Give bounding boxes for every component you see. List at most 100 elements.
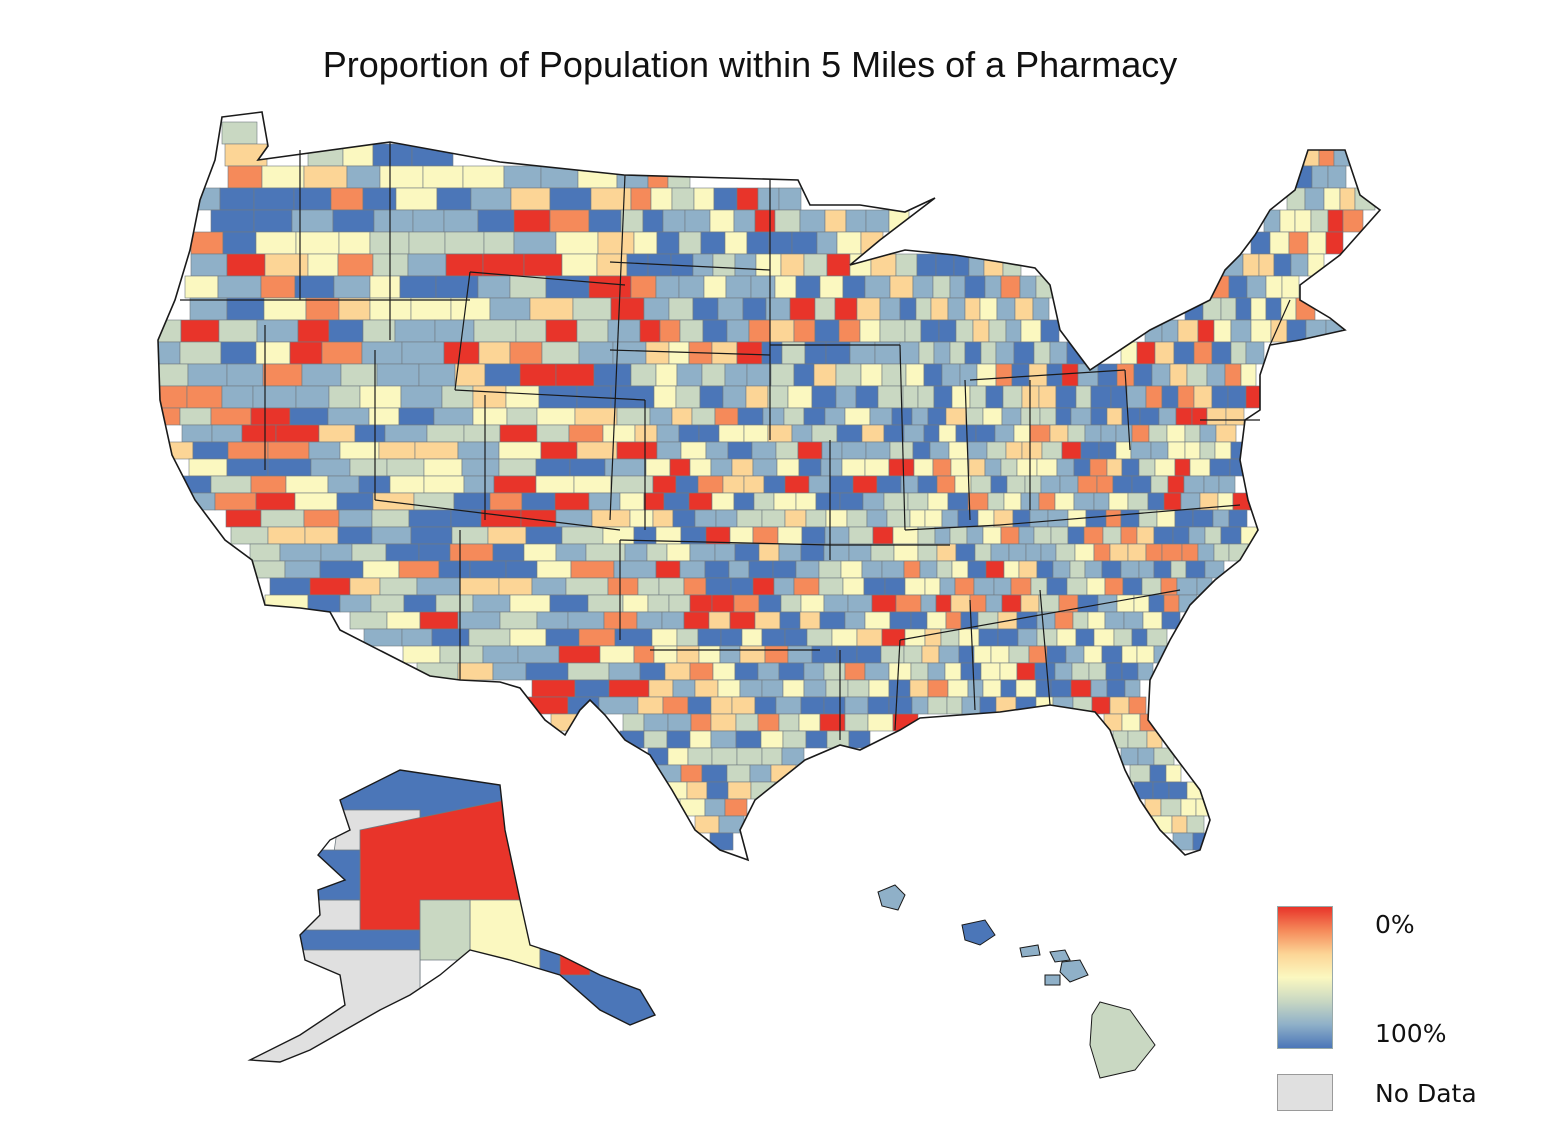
county-cell — [1145, 543, 1163, 562]
county-cell — [655, 764, 682, 783]
county-cell — [844, 713, 869, 732]
county-cell — [321, 341, 363, 365]
county-cell — [158, 385, 188, 409]
county-cell — [883, 424, 905, 443]
county-cell — [845, 209, 867, 233]
county-cell — [1177, 319, 1199, 343]
county-cell — [1145, 385, 1163, 409]
county-cell — [1250, 319, 1272, 343]
county-cell — [938, 319, 957, 343]
county-cell — [264, 594, 309, 613]
county-cell — [588, 492, 621, 511]
county-cell — [330, 187, 364, 211]
county-cell — [915, 297, 932, 321]
county-cell — [784, 475, 810, 494]
county-cell — [1003, 560, 1020, 579]
state-border-line — [969, 369, 1126, 381]
county-cell — [249, 543, 281, 562]
county-cell — [517, 645, 560, 664]
county-cell — [689, 730, 712, 749]
county-cell — [555, 363, 595, 387]
county-cell — [867, 696, 890, 715]
county-cell — [1086, 577, 1106, 596]
county-cell — [1066, 577, 1088, 596]
state-border-line — [964, 379, 971, 521]
county-cell — [679, 560, 706, 579]
county-cell — [1144, 798, 1162, 817]
county-cell — [472, 385, 507, 409]
county-cell — [976, 363, 997, 387]
county-cell — [218, 319, 258, 343]
county-cell — [1074, 543, 1095, 562]
county-cell — [712, 662, 736, 681]
county-cell — [816, 231, 838, 255]
county-cell — [847, 594, 873, 613]
county-cell — [950, 594, 971, 613]
county-cell — [1230, 341, 1247, 365]
county-cell — [555, 231, 599, 255]
county-cell — [886, 509, 911, 528]
hawaii-island — [1019, 944, 1041, 958]
county-cell — [930, 297, 949, 321]
county-cell — [762, 407, 785, 426]
county-cell — [795, 492, 817, 511]
county-cell — [1121, 645, 1138, 664]
county-cell — [800, 696, 825, 715]
county-cell — [724, 231, 748, 255]
county-cell — [1133, 781, 1154, 800]
county-cell — [372, 492, 415, 511]
county-cell — [190, 253, 228, 277]
county-cell — [649, 407, 673, 426]
county-cell — [339, 594, 372, 613]
county-cell — [977, 509, 995, 528]
county-cell — [289, 407, 329, 426]
county-cell — [637, 577, 660, 596]
county-cell — [951, 385, 971, 409]
county-cell — [482, 645, 519, 664]
county-cell — [938, 424, 957, 443]
county-cell — [704, 798, 726, 817]
county-cell — [1153, 526, 1174, 545]
county-cell — [780, 594, 802, 613]
county-cell — [710, 458, 733, 477]
county-cell — [1018, 560, 1038, 579]
county-cell — [433, 407, 474, 426]
county-cell — [477, 275, 511, 299]
county-cell — [982, 526, 1002, 545]
county-cell — [484, 363, 521, 387]
county-cell — [1056, 458, 1075, 477]
county-cell — [803, 662, 825, 681]
county-cell — [509, 628, 547, 647]
county-cell — [567, 611, 605, 630]
county-cell — [954, 577, 975, 596]
county-cell — [770, 764, 797, 783]
county-cell — [184, 275, 219, 299]
county-cell — [881, 628, 906, 647]
county-cell — [1310, 209, 1329, 233]
county-cell — [622, 594, 649, 613]
county-cell — [418, 363, 456, 387]
county-cell — [610, 297, 645, 321]
county-cell — [444, 231, 485, 255]
county-cell — [1229, 458, 1247, 477]
county-cell — [803, 253, 828, 277]
county-cell — [483, 231, 515, 255]
county-cell — [1176, 577, 1198, 596]
county-cell — [540, 441, 578, 460]
county-cell — [1180, 798, 1197, 817]
county-cell — [933, 385, 953, 409]
county-cell — [902, 385, 919, 409]
county-cell — [706, 781, 729, 800]
county-cell — [519, 363, 557, 387]
county-cell — [870, 543, 895, 562]
county-cell — [717, 297, 744, 321]
county-cell — [769, 319, 795, 343]
county-cell — [888, 696, 913, 715]
county-cell — [1153, 645, 1170, 664]
county-cell — [1206, 407, 1227, 426]
county-cell — [1197, 319, 1215, 343]
county-cell — [967, 560, 987, 579]
county-cell — [1005, 319, 1022, 343]
county-cell — [694, 815, 720, 834]
county-cell — [1151, 815, 1173, 834]
